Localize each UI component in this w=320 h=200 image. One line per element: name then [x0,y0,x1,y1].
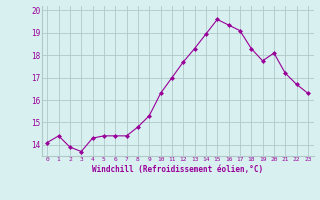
X-axis label: Windchill (Refroidissement éolien,°C): Windchill (Refroidissement éolien,°C) [92,165,263,174]
